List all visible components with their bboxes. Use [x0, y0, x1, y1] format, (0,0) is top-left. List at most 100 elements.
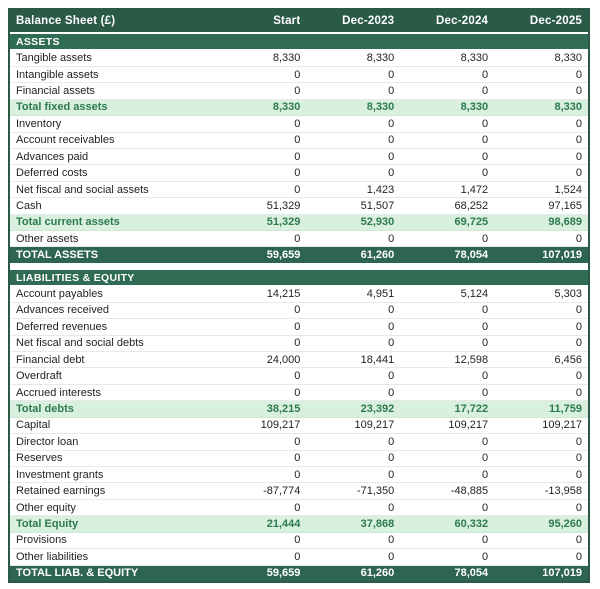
cell-value: 0 [388, 370, 395, 383]
cell-value: 0 [482, 370, 489, 383]
table-row: Director loan 0 0 0 0 [10, 434, 588, 451]
cell-value: 0 [294, 550, 301, 563]
table-row: Other assets 0 0 0 0 [10, 231, 588, 248]
table-row: Capital 109,217 109,217 109,217 109,217 [10, 417, 588, 435]
cell-value: 0 [388, 232, 395, 245]
cell-value: -71,350 [356, 485, 395, 498]
row-label: Cash [16, 199, 42, 212]
table-row: Provisions 0 0 0 0 [10, 532, 588, 550]
cell-value: 0 [482, 320, 489, 333]
cell-value: 0 [388, 134, 395, 147]
cell-value: 68,252 [454, 199, 489, 212]
cell-value: 0 [388, 150, 395, 163]
cell-value: 0 [575, 435, 583, 448]
section-header-row: ASSETS [10, 34, 588, 51]
cell-value: -87,774 [263, 485, 301, 498]
cell-value: 0 [482, 84, 489, 97]
cell-value: 51,329 [266, 199, 301, 212]
cell-value: 8,330 [460, 101, 489, 114]
cell-value: 59,659 [266, 567, 301, 580]
cell-value: 0 [388, 452, 395, 465]
cell-value: 11,759 [548, 402, 583, 415]
cell-value: 0 [575, 320, 583, 333]
row-label: Overdraft [16, 370, 62, 383]
cell-value: 21,444 [266, 517, 301, 530]
cell-value: 37,868 [360, 517, 395, 530]
cell-value: 0 [482, 452, 489, 465]
subtotal-row: Total Equity 21,444 37,868 60,332 95,260 [10, 516, 588, 533]
cell-value: 0 [482, 232, 489, 245]
row-label: Total debts [16, 402, 74, 415]
table-row: Advances received 0 0 0 0 [10, 302, 588, 320]
cell-value: 107,019 [542, 249, 583, 262]
table-row: Tangible assets 8,330 8,330 8,330 8,330 [10, 50, 588, 67]
cell-value: 109,217 [448, 419, 489, 432]
table-row: Reserves 0 0 0 0 [10, 450, 588, 467]
cell-value: 0 [575, 337, 583, 350]
cell-value: 0 [575, 468, 583, 481]
cell-value: 0 [294, 150, 301, 163]
cell-value: 97,165 [548, 199, 583, 212]
cell-value: 0 [575, 232, 583, 245]
row-label: Total Equity [16, 517, 79, 530]
cell-value: 0 [388, 435, 395, 448]
cell-value: 0 [482, 501, 489, 514]
cell-value: 0 [575, 150, 583, 163]
row-label: Provisions [16, 534, 67, 547]
row-label: Total current assets [16, 216, 120, 229]
cell-value: 0 [294, 167, 301, 180]
cell-value: 0 [388, 534, 395, 547]
cell-value: 0 [575, 501, 583, 514]
row-label: Director loan [16, 435, 79, 448]
cell-value: 0 [482, 150, 489, 163]
cell-value: 1,423 [366, 183, 395, 196]
cell-value: 78,054 [454, 249, 489, 262]
cell-value: 0 [388, 550, 395, 563]
table-row: Net fiscal and social debts 0 0 0 0 [10, 335, 588, 353]
subtotal-row: Total fixed assets 8,330 8,330 8,330 8,330 [10, 99, 588, 117]
cell-value: 1,472 [460, 183, 489, 196]
cell-value: 0 [482, 435, 489, 448]
cell-value: 5,303 [554, 288, 583, 301]
cell-value: 8,330 [554, 52, 583, 65]
column-header-dec-2024: Dec-2024 [436, 15, 489, 27]
table-row: Other liabilities 0 0 0 0 [10, 549, 588, 566]
cell-value: 6,456 [554, 353, 583, 366]
cell-value: 107,019 [542, 567, 583, 580]
cell-value: 0 [388, 501, 395, 514]
table-row: Other equity 0 0 0 0 [10, 499, 588, 517]
table-row: Deferred costs 0 0 0 0 [10, 165, 588, 182]
cell-value: 0 [482, 134, 489, 147]
cell-value: -13,958 [544, 485, 583, 498]
cell-value: 0 [294, 370, 301, 383]
row-label: Financial assets [16, 84, 95, 97]
table-row: Inventory 0 0 0 0 [10, 116, 588, 133]
row-label: Inventory [16, 117, 62, 130]
row-label: Account payables [16, 288, 103, 301]
row-label: Financial debt [16, 353, 85, 366]
row-label: Other equity [16, 501, 76, 514]
cell-value: 0 [388, 84, 395, 97]
row-label: Account receivables [16, 134, 115, 147]
cell-value: 8,330 [272, 52, 301, 65]
cell-value: 0 [482, 550, 489, 563]
cell-value: 0 [482, 534, 489, 547]
row-label: Other assets [16, 232, 79, 245]
cell-value: 8,330 [272, 101, 301, 114]
subtotal-row: Total debts 38,215 23,392 17,722 11,759 [10, 401, 588, 418]
row-label: Other liabilities [16, 550, 89, 563]
cell-value: 61,260 [360, 249, 395, 262]
row-label: Deferred revenues [16, 320, 108, 333]
cell-value: 0 [388, 117, 395, 130]
row-label: Deferred costs [16, 167, 88, 180]
cell-value: 23,392 [360, 402, 395, 415]
table-row: Financial debt 24,000 18,441 12,598 6,456 [10, 352, 588, 369]
row-label: Intangible assets [16, 68, 99, 81]
table-row: Intangible assets 0 0 0 0 [10, 66, 588, 84]
table-row: Net fiscal and social assets 0 1,423 1,472 1… [10, 181, 588, 199]
cell-value: 8,330 [366, 52, 395, 65]
cell-value: 1,524 [554, 183, 583, 196]
cell-value: 12,598 [454, 353, 489, 366]
cell-value: 0 [575, 386, 583, 399]
cell-value: 52,930 [360, 216, 395, 229]
